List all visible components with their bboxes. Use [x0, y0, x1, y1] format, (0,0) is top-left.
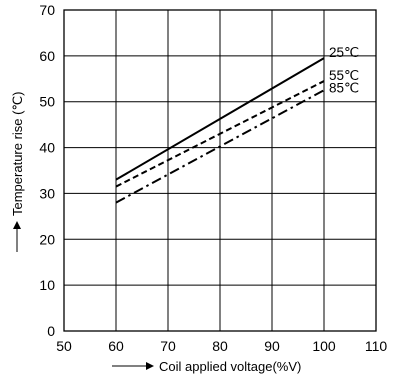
x-axis-title-group: Coil applied voltage(%V) [112, 359, 301, 374]
y-axis-title-group: Temperature rise (℃) [10, 92, 25, 252]
series-label-1: 25℃ [329, 45, 359, 60]
series-lines [115, 57, 325, 204]
series-line-2 [115, 80, 325, 188]
y-axis-title: Temperature rise (℃) [10, 92, 25, 216]
y-tick-label: 30 [39, 185, 55, 201]
y-tick-label: 40 [39, 140, 55, 156]
series-line-3 [115, 89, 325, 204]
x-tick-label: 90 [264, 338, 280, 354]
y-tick-label: 10 [39, 277, 55, 293]
tick-labels: 50 60 70 80 90 100 110 0 10 20 30 40 50 60 70 [39, 2, 387, 354]
x-tick-label: 50 [56, 338, 72, 354]
series-label-2: 55℃ [329, 68, 359, 83]
y-tick-label: 60 [39, 48, 55, 64]
series-labels: 25℃ 55℃85℃ [329, 45, 359, 95]
plot-border [63, 9, 377, 332]
y-tick-label: 70 [39, 2, 55, 18]
x-tick-label: 100 [312, 338, 336, 354]
x-tick-label: 70 [160, 338, 176, 354]
x-axis-title: Coil applied voltage(%V) [159, 359, 301, 374]
y-tick-label: 0 [47, 323, 55, 339]
x-tick-label: 110 [365, 338, 388, 354]
y-tick-label: 20 [39, 231, 55, 247]
series-line-1 [115, 57, 325, 181]
y-tick-label: 50 [39, 94, 55, 110]
series-label-3: 85℃ [329, 80, 359, 95]
x-tick-label: 60 [108, 338, 124, 354]
plot-frame [63, 9, 377, 332]
x-tick-label: 80 [212, 338, 228, 354]
grid-lines [64, 10, 376, 331]
